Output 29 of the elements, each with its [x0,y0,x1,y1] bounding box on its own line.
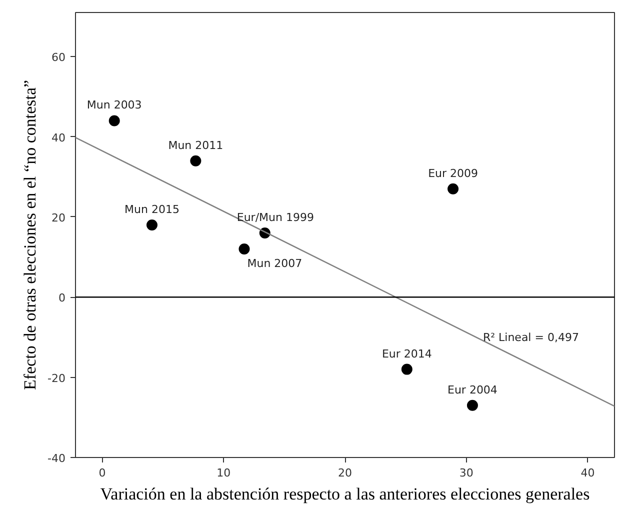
x-tick-label: 20 [338,466,352,480]
x-tick-label: 0 [98,466,106,480]
x-tick-label: 30 [459,466,474,480]
y-tick-label: 40 [52,131,66,144]
y-axis-title: Efecto de otras elecciones en el “no contesta” [20,80,40,390]
point [238,244,250,255]
annotation: Eur/Mun 1999 [236,210,314,224]
annotation: Eur 2009 [428,166,478,180]
annotation: Mun 2003 [86,98,142,112]
annotation: R² Lineal = 0,497 [482,330,579,344]
annotation: Eur 2014 [382,347,432,360]
point [146,219,158,230]
y-tick-label: 60 [52,51,66,64]
y-tick-label: 0 [58,292,66,305]
point [466,400,478,411]
point [401,364,412,375]
point [448,183,459,194]
y-tick-label: -20 [48,372,66,385]
annotation: Mun 2011 [168,138,224,152]
y-tick-label: 20 [52,211,66,224]
x-tick-label: 10 [216,466,231,480]
y-tick-label: -40 [48,452,66,465]
annotation: Eur 2004 [448,383,498,396]
point [108,115,120,126]
x-axis-title: Variación en la abstención respecto a las anteriores elecciones generales [100,484,590,504]
x-tick-label: 40 [580,466,595,480]
annotation: Mun 2015 [124,202,180,216]
point [190,155,202,166]
annotation: Mun 2007 [247,257,302,270]
